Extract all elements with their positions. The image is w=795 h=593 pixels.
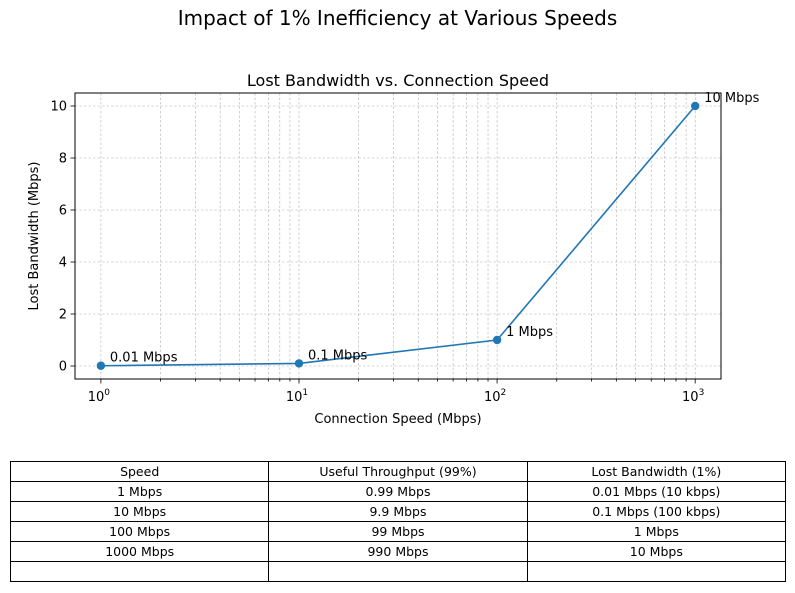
y-axis-label: Lost Bandwidth (Mbps) [27,162,42,311]
axis-ticks: 100 101 102 103 0 2 4 6 8 10 [50,100,704,406]
chart-title: Lost Bandwidth vs. Connection Speed [247,71,549,90]
table-cell: 10 Mbps [526,541,787,562]
table-cell-empty [9,561,270,582]
table-cell-empty [526,561,787,582]
grid-lines [75,93,721,379]
table-row: 10 Mbps 9.9 Mbps 0.1 Mbps (100 kbps) [9,501,787,522]
y-tick-label: 8 [59,152,67,167]
table-cell-empty [268,561,528,582]
data-point [690,101,700,111]
table-cell: 1 Mbps [9,481,270,502]
table-cell: 990 Mbps [268,541,528,562]
x-tick-label: 100 [88,388,111,405]
x-tick-label: 101 [286,388,308,405]
table-cell: 10 Mbps [9,501,270,522]
x-tick-label: 102 [484,388,506,405]
x-tick-label: 103 [682,388,704,405]
series-line [100,105,696,367]
y-tick-label: 10 [50,100,67,115]
data-point [294,359,304,368]
y-tick-label: 6 [59,204,67,219]
data-label: 0.1 Mbps [308,348,368,363]
table-row: 1 Mbps 0.99 Mbps 0.01 Mbps (10 kbps) [9,481,787,502]
table-header-row: Speed Useful Throughput (99%) Lost Bandw… [9,461,787,482]
table-cell: 0.99 Mbps [268,481,528,502]
table-header-cell: Lost Bandwidth (1%) [526,461,787,482]
y-tick-label: 0 [59,360,67,375]
annotations: 0.01 Mbps 0.1 Mbps 1 Mbps 10 Mbps [110,91,760,366]
table-cell: 1 Mbps [526,521,787,542]
data-point [96,361,106,370]
table-row: 100 Mbps 99 Mbps 1 Mbps [9,521,787,542]
table-cell: 99 Mbps [268,521,528,542]
table-cell: 100 Mbps [9,521,270,542]
data-label: 1 Mbps [506,325,553,340]
table-header-cell: Speed [9,461,270,482]
axes-frame [74,92,722,380]
x-axis-label: Connection Speed (Mbps) [314,412,481,427]
y-tick-label: 2 [59,308,67,323]
data-label: 0.01 Mbps [110,351,178,366]
table-empty-row [9,561,787,582]
table-cell: 9.9 Mbps [268,501,528,522]
table-cell: 0.01 Mbps (10 kbps) [526,481,787,502]
data-point [492,335,502,345]
table-row: 1000 Mbps 990 Mbps 10 Mbps [9,541,787,562]
table-cell: 0.1 Mbps (100 kbps) [526,501,787,522]
data-table: Speed Useful Throughput (99%) Lost Bandw… [9,461,787,582]
figure-suptitle: Impact of 1% Inefficiency at Various Spe… [177,6,618,30]
line-chart: 100 101 102 103 0 2 4 6 8 10 0.01 Mbps 0.1 Mbps 1 M… [27,71,760,427]
table-cell: 1000 Mbps [9,541,270,562]
data-label: 10 Mbps [704,91,759,106]
table-header-cell: Useful Throughput (99%) [268,461,528,482]
data-series [96,101,700,370]
y-tick-label: 4 [59,256,67,271]
